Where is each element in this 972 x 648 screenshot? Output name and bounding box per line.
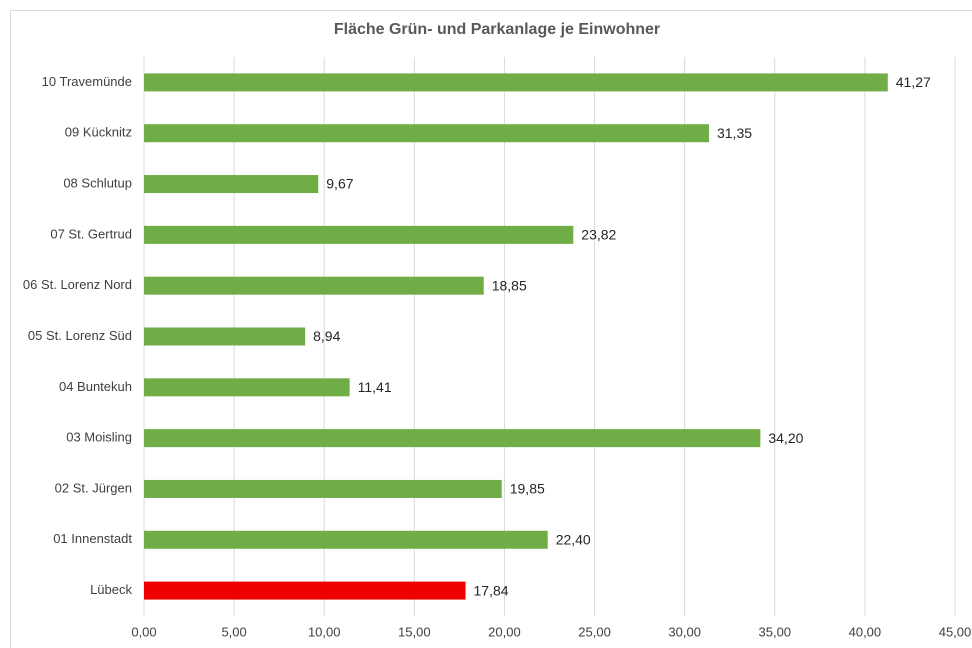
bar (144, 175, 319, 194)
y-tick-label: 09 Kücknitz (65, 125, 132, 140)
y-tick-label: 02 St. Jürgen (55, 480, 132, 495)
value-label: 22,40 (556, 531, 591, 547)
y-tick-label: 10 Travemünde (42, 74, 132, 89)
x-tick-label: 20,00 (488, 624, 521, 639)
value-label: 31,35 (717, 125, 752, 141)
y-tick-label: 06 St. Lorenz Nord (23, 277, 132, 292)
value-label: 11,41 (358, 379, 392, 395)
value-label: 8,94 (313, 328, 340, 344)
chart-title: Fläche Grün- und Parkanlage je Einwohner (334, 21, 660, 38)
x-tick-label: 10,00 (308, 624, 341, 639)
y-tick-label: 03 Moisling (66, 430, 132, 445)
y-tick-label: 04 Buntekuh (59, 379, 132, 394)
x-tick-label: 35,00 (759, 624, 792, 639)
bar (144, 479, 502, 498)
value-label: 23,82 (581, 227, 616, 243)
bar (144, 378, 350, 397)
bar (144, 73, 888, 92)
y-tick-label: 05 St. Lorenz Süd (28, 328, 132, 343)
y-tick-label: Lübeck (90, 582, 132, 597)
x-tick-label: 40,00 (849, 624, 882, 639)
x-tick-label: 5,00 (221, 624, 246, 639)
bar (144, 276, 484, 295)
y-tick-label: 01 Innenstadt (53, 531, 132, 546)
chart-border (10, 10, 972, 648)
bar (144, 124, 709, 143)
value-label: 41,27 (896, 74, 931, 90)
x-tick-label: 0,00 (131, 624, 156, 639)
value-label: 9,67 (326, 176, 353, 192)
value-label: 18,85 (492, 277, 527, 293)
y-tick-label: 08 Schlutup (63, 175, 132, 190)
x-tick-label: 25,00 (578, 624, 611, 639)
bar (144, 327, 306, 346)
bar (144, 225, 574, 244)
bar (144, 530, 548, 549)
y-tick-label: 07 St. Gertrud (50, 226, 132, 241)
x-tick-label: 45,00 (939, 624, 972, 639)
x-tick-label: 30,00 (668, 624, 701, 639)
value-label: 34,20 (768, 430, 803, 446)
bar (144, 581, 466, 600)
bar (144, 429, 761, 448)
value-label: 19,85 (510, 481, 545, 497)
value-label: 17,84 (474, 582, 509, 598)
x-tick-label: 15,00 (398, 624, 431, 639)
